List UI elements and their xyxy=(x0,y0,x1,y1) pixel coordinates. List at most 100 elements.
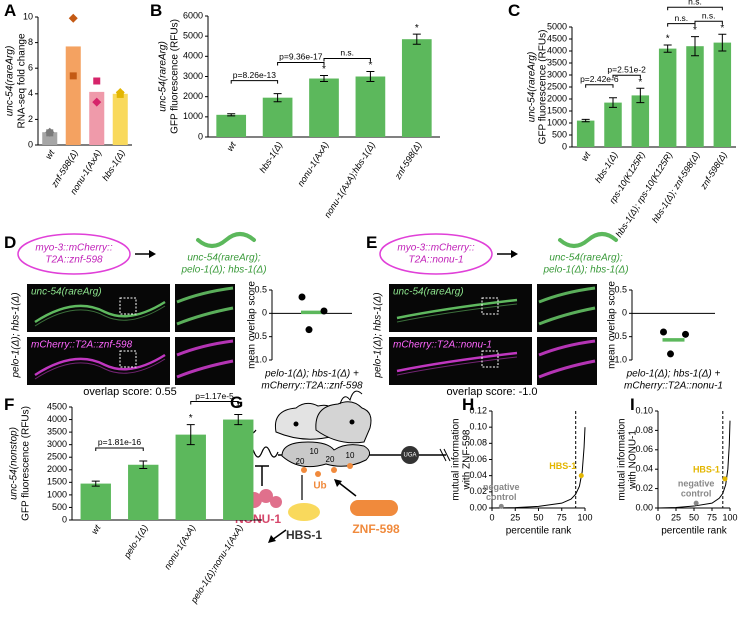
y-axis-label: with ZNF-598 xyxy=(462,429,473,490)
x-tick-label: 100 xyxy=(722,512,737,522)
y-tick-label: 0 xyxy=(28,139,33,149)
x-tick-label: 100 xyxy=(577,512,592,522)
bar xyxy=(686,46,704,148)
y-axis-label: RNA-seq fold change xyxy=(17,33,28,128)
dot xyxy=(320,307,328,315)
comparison-label: p=9.36e-17 xyxy=(279,52,323,62)
replicate-point xyxy=(92,97,102,107)
worm-edge xyxy=(34,358,166,380)
comparison-label: p=1.81e-16 xyxy=(98,437,142,447)
y-tick-label: -1.0 xyxy=(611,354,627,364)
y-axis-reporter: unc-54(rareArg) xyxy=(158,41,169,112)
highlight-label: control xyxy=(681,489,712,499)
error-bar xyxy=(139,460,148,470)
comparison-bracket xyxy=(190,401,239,405)
dot xyxy=(305,326,313,334)
ribosome-large xyxy=(315,401,372,444)
y-tick-label: 2000 xyxy=(547,93,567,103)
worm-edge xyxy=(34,305,166,327)
arrowhead xyxy=(149,250,156,258)
y-axis-label: GFP fluorescence (RFUs) xyxy=(21,406,32,521)
x-tick-label: hbs-1(Δ) xyxy=(258,140,285,175)
significance: * xyxy=(415,23,419,34)
error-bar xyxy=(186,424,195,446)
x-tick-label: hbs-1(Δ) xyxy=(100,148,127,183)
dot xyxy=(682,330,689,338)
arrowhead xyxy=(511,250,518,258)
highlight-label: control xyxy=(486,492,517,502)
significance: * xyxy=(638,77,642,88)
ub-site xyxy=(347,463,353,469)
comparison-bracket xyxy=(667,6,723,11)
y-axis-label: mean overlap score xyxy=(247,281,258,369)
bar xyxy=(175,434,206,520)
y-axis-label: GFP fluorescence (RFUs) xyxy=(170,19,181,134)
panel-letter: F xyxy=(4,395,14,414)
genotype-label: pelo-1(Δ); hbs-1(Δ) xyxy=(11,292,22,378)
error-bar xyxy=(91,480,100,487)
bar xyxy=(401,39,432,137)
dot xyxy=(298,293,306,301)
y-tick-label: 0.00 xyxy=(469,502,487,512)
x-tick-label: nonu-1(AxA) xyxy=(295,140,330,188)
mrna-end xyxy=(439,448,447,462)
highlight-point xyxy=(693,500,699,506)
micrograph-label: mCherry::T2A::znf-598 xyxy=(31,340,133,351)
y-tick-label: 0.06 xyxy=(469,454,487,464)
y-tick-label: 0.10 xyxy=(469,422,487,432)
x-tick-label: 0 xyxy=(489,512,494,522)
stop-codon xyxy=(401,446,419,464)
x-tick-label: 25 xyxy=(671,512,681,522)
y-tick-label: 4000 xyxy=(183,51,203,61)
highlight-point xyxy=(722,476,728,482)
replicate-point xyxy=(68,13,78,23)
comparison-label: n.s. xyxy=(702,10,716,20)
y-tick-label: 2500 xyxy=(547,81,567,91)
dot xyxy=(660,328,667,336)
zoom-box xyxy=(481,297,499,315)
y-tick-label: 500 xyxy=(52,502,67,512)
significance: * xyxy=(189,413,193,424)
znf-label: ZNF-598 xyxy=(352,522,400,536)
ub-site xyxy=(301,467,307,473)
error-bar xyxy=(366,70,375,83)
bar xyxy=(42,132,58,145)
hbs-label: HBS-1 xyxy=(286,528,322,542)
y-tick-label: 0.00 xyxy=(635,502,653,512)
zoom-worm xyxy=(176,339,234,379)
y-tick-label: 0 xyxy=(262,308,267,318)
arrowhead xyxy=(268,535,276,543)
x-axis-label: pelo-1(Δ); hbs-1(Δ) + xyxy=(626,369,721,380)
x-tick-label: pelo-1(Δ);nonu-1(AxA) xyxy=(188,523,245,606)
y-tick-label: 0.5 xyxy=(254,284,267,294)
x-tick-label: 75 xyxy=(707,512,717,522)
error-bar xyxy=(227,113,236,117)
y-tick-label: 5000 xyxy=(547,21,567,31)
construct-bubble xyxy=(17,233,131,275)
residue: 20 xyxy=(326,455,335,464)
comparison-bracket xyxy=(277,61,325,66)
y-tick-label: 4 xyxy=(28,88,33,98)
stop-label: UGA xyxy=(403,453,416,459)
y-axis-label: mutual information xyxy=(617,418,628,500)
y-tick-label: 1000 xyxy=(47,489,67,499)
y-tick-label: 500 xyxy=(552,129,567,139)
comparison-bracket xyxy=(585,84,614,88)
comparison-label: n.s. xyxy=(674,13,688,23)
x-tick-label: 50 xyxy=(533,512,543,522)
worm xyxy=(34,300,166,324)
construct-bubble xyxy=(379,233,493,275)
construct-label: T2A::nonu-1 xyxy=(408,255,463,266)
construct-label: T2A::znf-598 xyxy=(45,255,103,266)
zoom-box xyxy=(119,350,137,368)
reporter-squiggle xyxy=(558,232,618,248)
zoom-worm xyxy=(538,286,596,326)
x-tick-label: hbs-1(Δ) xyxy=(593,150,620,185)
comparison-bracket xyxy=(612,74,641,79)
bar xyxy=(631,95,650,147)
x-tick-label: nonu-1(AxA);hbs-1(Δ) xyxy=(322,140,377,220)
y-tick-label: 0.10 xyxy=(635,405,653,415)
comparison-label: p=1.17e-5 xyxy=(195,391,234,401)
y-tick-label: 0 xyxy=(62,514,67,524)
y-tick-label: 0.08 xyxy=(635,425,653,435)
